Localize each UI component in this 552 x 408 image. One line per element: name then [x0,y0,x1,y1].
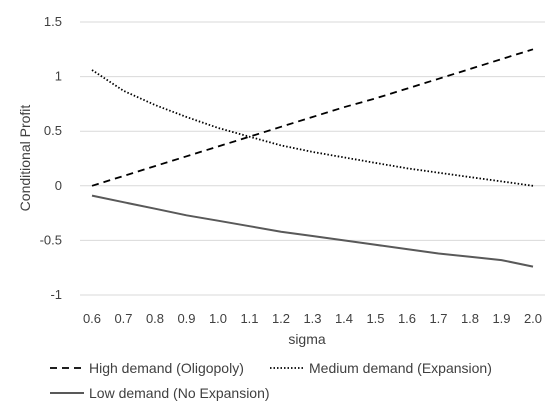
y-tick-label: 0.5 [44,123,62,138]
x-tick-label: 1.9 [492,311,510,326]
x-axis-ticks: 0.6 0.7 0.8 0.9 1.0 1.1 1.2 1.3 1.4 1.5 1.6 1.7 1.8 1… [83,311,542,326]
series-lines [91,48,534,268]
legend-label-0: High demand (Oligopoly) [89,360,244,376]
y-tick-label: 1.5 [44,14,62,29]
x-tick-label: 1.5 [366,311,384,326]
y-tick-label: 0 [55,178,62,193]
series-line-1 [91,69,534,187]
x-tick-label: 0.9 [177,311,195,326]
x-tick-label: 1.0 [209,311,227,326]
legend: High demand (Oligopoly) Medium demand (Ex… [50,360,492,401]
y-tick-label: -1 [50,287,62,302]
y-axis-ticks: -1 -0.5 0 0.5 1 1.5 [40,14,62,302]
y-axis-title: Conditional Profit [17,105,33,212]
legend-label-2: Low demand (No Expansion) [89,385,270,401]
x-tick-label: 0.6 [83,311,101,326]
y-tick-label: 1 [55,69,62,84]
x-axis-title: sigma [288,331,326,347]
x-tick-label: 1.1 [240,311,258,326]
x-tick-label: 1.4 [335,311,353,326]
x-tick-label: 1.7 [429,311,447,326]
x-tick-label: 1.2 [272,311,290,326]
x-tick-label: 0.7 [114,311,132,326]
x-tick-label: 1.3 [303,311,321,326]
legend-label-1: Medium demand (Expansion) [309,360,492,376]
y-tick-label: -0.5 [40,232,62,247]
x-tick-label: 2.0 [524,311,542,326]
x-tick-label: 1.6 [398,311,416,326]
x-tick-label: 1.8 [461,311,479,326]
series-line-0 [91,48,534,187]
series-line-2 [91,194,534,268]
x-tick-label: 0.8 [146,311,164,326]
grid-lines [80,21,545,296]
